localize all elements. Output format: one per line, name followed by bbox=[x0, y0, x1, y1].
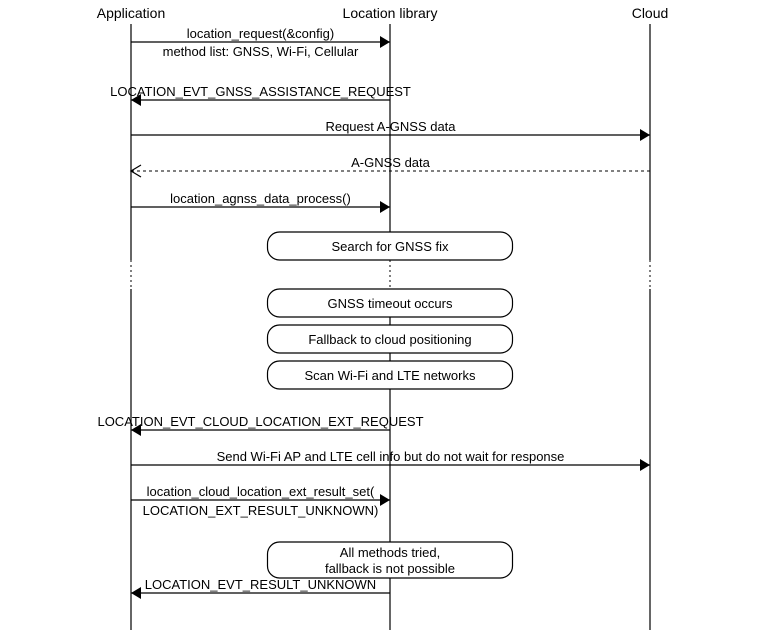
message-sublabel: LOCATION_EXT_RESULT_UNKNOWN) bbox=[143, 503, 379, 518]
note-text: Search for GNSS fix bbox=[331, 239, 449, 254]
arrowhead-icon bbox=[380, 494, 390, 506]
note-text: Scan Wi-Fi and LTE networks bbox=[305, 368, 476, 383]
arrowhead-icon bbox=[640, 459, 650, 471]
arrowhead-icon bbox=[380, 36, 390, 48]
arrowhead-icon bbox=[131, 587, 141, 599]
message-sublabel: method list: GNSS, Wi-Fi, Cellular bbox=[163, 44, 359, 59]
note-text: All methods tried, bbox=[340, 545, 440, 560]
message-label: LOCATION_EVT_RESULT_UNKNOWN bbox=[145, 577, 376, 592]
participant-location-library: Location library bbox=[343, 5, 438, 21]
message-label: LOCATION_EVT_CLOUD_LOCATION_EXT_REQUEST bbox=[97, 414, 423, 429]
participant-application: Application bbox=[97, 5, 166, 21]
message-label: location_request(&config) bbox=[187, 26, 334, 41]
arrowhead-icon bbox=[640, 129, 650, 141]
message-label: Request A-GNSS data bbox=[325, 119, 456, 134]
message-label: location_cloud_location_ext_result_set( bbox=[147, 484, 375, 499]
note-text: GNSS timeout occurs bbox=[328, 296, 453, 311]
arrowhead-icon bbox=[380, 201, 390, 213]
note-text: Fallback to cloud positioning bbox=[308, 332, 471, 347]
note-text: fallback is not possible bbox=[325, 561, 455, 576]
participant-cloud: Cloud bbox=[632, 5, 669, 21]
message-label: A-GNSS data bbox=[351, 155, 431, 170]
message-label: location_agnss_data_process() bbox=[170, 191, 351, 206]
message-label: LOCATION_EVT_GNSS_ASSISTANCE_REQUEST bbox=[110, 84, 411, 99]
message-label: Send Wi-Fi AP and LTE cell info but do n… bbox=[217, 449, 565, 464]
